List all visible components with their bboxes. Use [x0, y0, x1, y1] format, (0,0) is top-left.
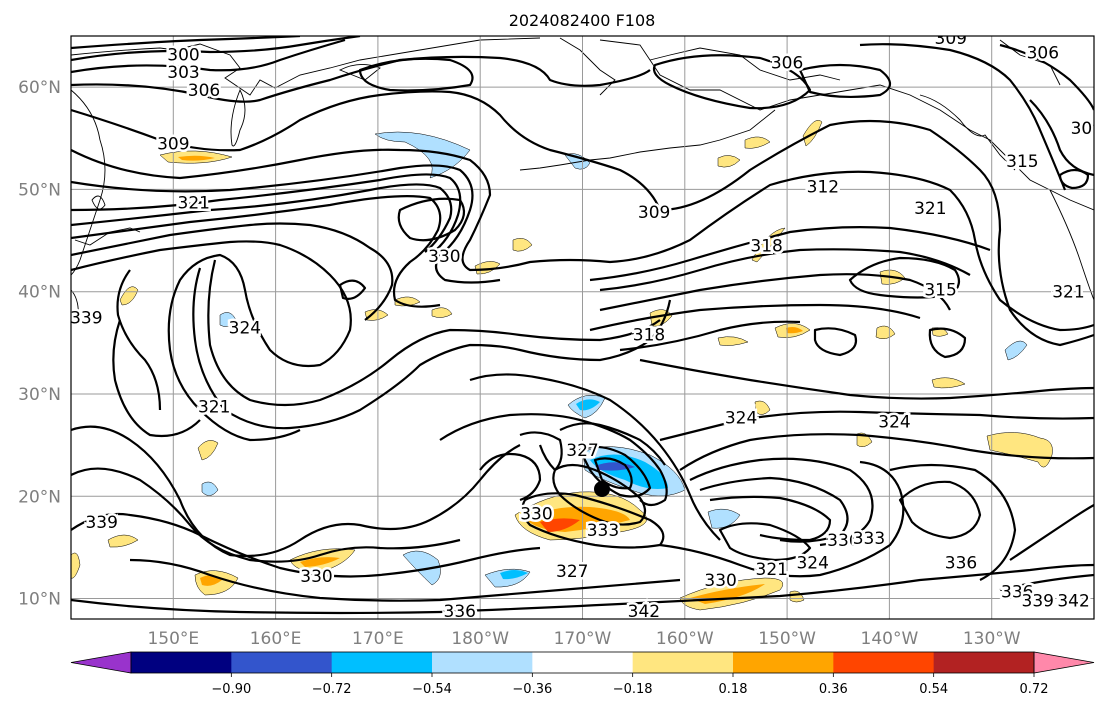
colorbar-segment [231, 652, 333, 673]
contour-label: 321 [178, 194, 210, 214]
colorbar-extend-max [1033, 651, 1095, 674]
lat-tick-label: 30°N [18, 385, 61, 405]
colorbar-segment [331, 652, 433, 673]
contour-label: 336 [827, 531, 859, 551]
colorbar-tick-label: −0.18 [613, 682, 653, 697]
lat-tick-label: 40°N [18, 283, 61, 303]
colorbar-segment [933, 652, 1035, 673]
map-frame [70, 35, 1095, 620]
contour-label: 321 [198, 397, 230, 417]
colorbar-tick-label: −0.54 [412, 682, 452, 697]
contour-label: 315 [924, 281, 956, 301]
contour-label: 342 [628, 602, 660, 622]
contour-label: 321 [914, 199, 946, 219]
contour-label: 336 [1001, 582, 1033, 602]
lon-tick-label: 170°W [554, 629, 612, 649]
colorbar-tick-label: −0.36 [512, 682, 552, 697]
contour-label: 327 [566, 441, 598, 461]
contour-label: 300 [167, 45, 199, 65]
colorbar: −0.90 −0.72 −0.54 −0.36 −0.18 0.18 0.36 0.54 0.7… [70, 651, 1095, 697]
colorbar-tick-label: −0.72 [312, 682, 352, 697]
contour-label: 324 [796, 554, 828, 574]
contour-label: 330 [520, 505, 552, 525]
map-area: 3003033063093213303243213393393303363303… [70, 29, 1103, 622]
storm-center-marker [594, 481, 610, 497]
colorbar-segment [632, 652, 734, 673]
lat-tick-label: 50°N [18, 180, 61, 200]
lon-tick-label: 140°W [861, 629, 919, 649]
lon-tick-label: 170°E [352, 629, 404, 649]
colorbar-segment [532, 652, 634, 673]
colorbar-frame [130, 651, 1035, 674]
contour-label: 336 [945, 554, 977, 574]
lat-tick-label: 60°N [18, 78, 61, 98]
plot-title: 2024082400 F108 [509, 11, 656, 30]
contour-label: 309 [638, 203, 670, 223]
contour-label: 309 [935, 29, 967, 49]
contour-label: 324 [725, 409, 757, 429]
contour-label: 330 [704, 571, 736, 591]
contour-label: 306 [771, 54, 803, 74]
contour-label: 342 [1057, 592, 1089, 612]
height-contours [71, 36, 1094, 615]
contour-label: 321 [756, 560, 788, 580]
lon-tick-label: 150°W [758, 629, 816, 649]
colorbar-tick-label: 0.18 [719, 682, 748, 697]
contour-label: 303 [167, 63, 199, 83]
longitude-axis: 150°E 160°E 170°E 180°W 170°W 160°W 150°W 140°W… [147, 629, 1020, 649]
contour-label: 315 [1006, 152, 1038, 172]
contour-label: 339 [70, 308, 102, 328]
contour-label: 333 [853, 529, 885, 549]
lat-tick-label: 20°N [18, 487, 61, 507]
lon-tick-label: 180°W [451, 629, 509, 649]
colorbar-tick-label: 0.72 [1020, 682, 1049, 697]
colorbar-tick-label: −0.90 [211, 682, 251, 697]
contour-label: 312 [807, 177, 839, 197]
contour-label: 330 [428, 247, 460, 267]
lon-tick-label: 160°E [250, 629, 302, 649]
colorbar-tick-label: 0.54 [919, 682, 948, 697]
latitude-axis: 60°N 50°N 40°N 30°N 20°N 10°N [18, 78, 61, 609]
contour-label: 339 [1022, 592, 1054, 612]
contour-labels: 3003033063093213303243213393393303363303… [70, 29, 1103, 622]
contour-label: 309 [1071, 119, 1103, 139]
contour-label: 321 [1052, 283, 1084, 303]
colorbar-tick-label: 0.36 [819, 682, 848, 697]
contour-label: 324 [878, 413, 910, 433]
lon-tick-label: 130°W [963, 629, 1021, 649]
contour-label: 333 [587, 521, 619, 541]
contour-label: 309 [157, 134, 189, 154]
colorbar-segment [733, 652, 834, 673]
lat-tick-label: 10°N [18, 590, 61, 610]
colorbar-segment [432, 652, 533, 673]
lon-tick-label: 160°W [656, 629, 714, 649]
contour-label: 306 [1027, 43, 1059, 63]
colorbar-segment [131, 652, 232, 673]
contour-label: 330 [300, 567, 332, 587]
contour-label: 324 [229, 319, 261, 339]
contour-label: 318 [633, 326, 665, 346]
colorbar-extend-min [70, 651, 132, 674]
lon-tick-label: 150°E [147, 629, 199, 649]
contour-label: 327 [556, 562, 588, 582]
colorbar-segment [833, 652, 935, 673]
contour-label: 306 [188, 81, 220, 101]
contour-label: 318 [750, 237, 782, 257]
contour-label: 339 [85, 513, 117, 533]
contour-label: 336 [444, 602, 476, 622]
